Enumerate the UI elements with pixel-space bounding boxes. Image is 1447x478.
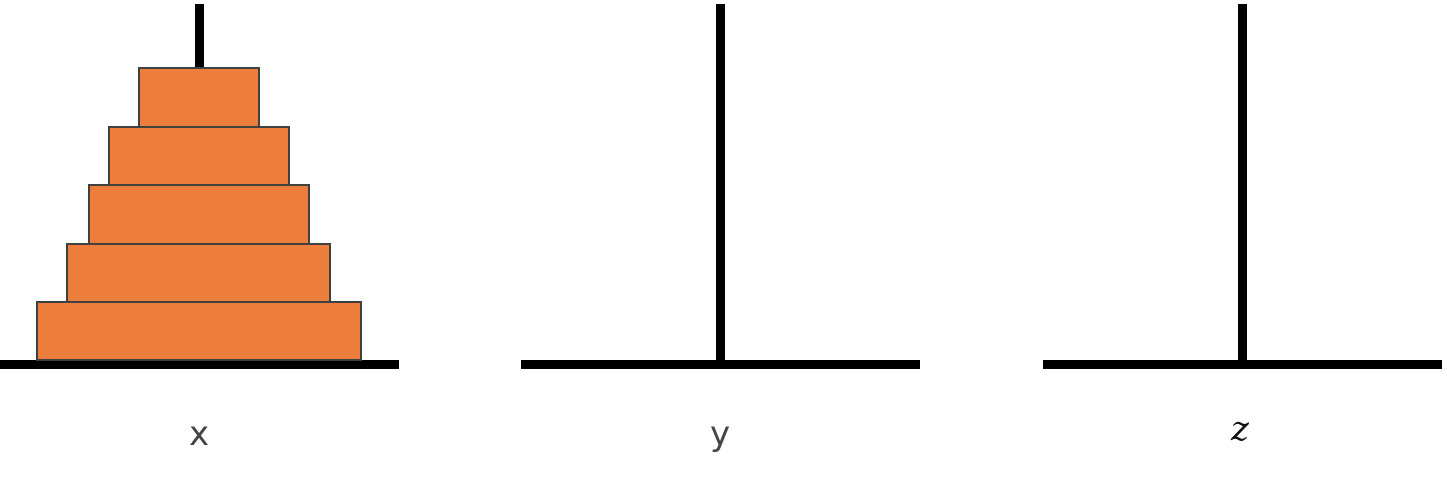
disk-3 xyxy=(88,184,310,245)
peg-y-base xyxy=(521,360,920,369)
disk-2 xyxy=(108,126,290,186)
peg-z-label: z xyxy=(1230,409,1250,449)
peg-z-rod xyxy=(1238,4,1247,366)
peg-z-base xyxy=(1043,360,1442,369)
disk-5 xyxy=(36,301,362,361)
peg-x-label: x xyxy=(189,414,209,454)
disk-1 xyxy=(138,67,260,128)
peg-y: y xyxy=(521,4,920,454)
peg-z: z xyxy=(1043,4,1442,449)
disk-4 xyxy=(66,243,331,303)
peg-y-rod xyxy=(716,4,725,366)
peg-x-disks xyxy=(36,67,362,361)
peg-x-base xyxy=(0,360,399,369)
peg-x: x xyxy=(0,4,399,454)
peg-y-label: y xyxy=(710,414,730,454)
